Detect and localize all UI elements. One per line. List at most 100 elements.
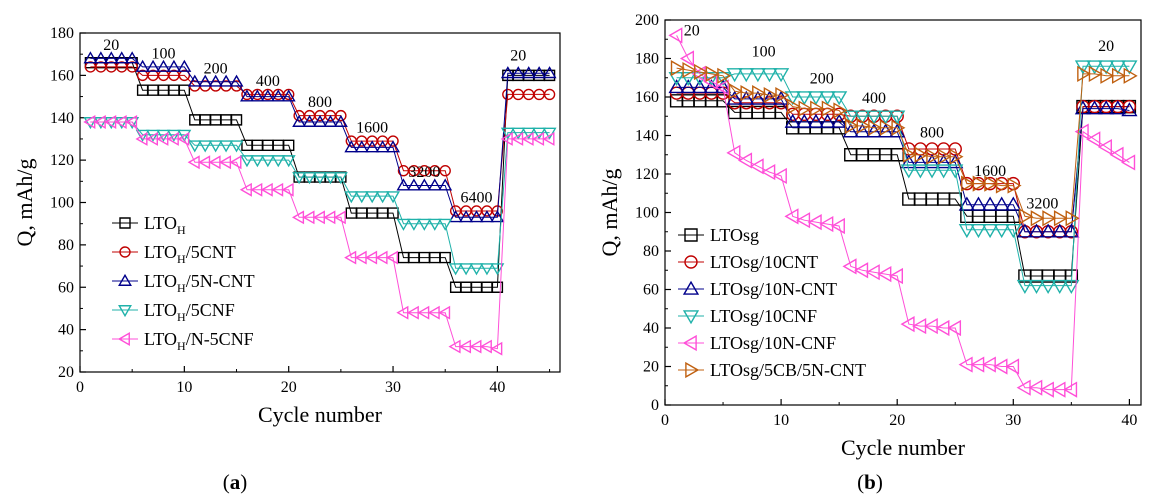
data-point <box>166 129 181 142</box>
data-point <box>831 91 848 106</box>
data-point <box>281 182 294 197</box>
data-point <box>335 109 347 122</box>
data-point <box>417 218 432 231</box>
data-point <box>313 172 327 185</box>
data-point <box>914 146 929 163</box>
data-point <box>784 208 799 225</box>
data-point <box>1040 223 1057 238</box>
data-point <box>125 51 140 64</box>
data-point <box>889 110 906 125</box>
rate-label: 20 <box>1098 38 1114 55</box>
rate-label: 400 <box>862 90 886 107</box>
y-tick-label: 40 <box>58 322 74 339</box>
data-point <box>1065 210 1080 227</box>
data-point <box>333 210 346 225</box>
y-tick-label: 120 <box>50 152 74 169</box>
data-point <box>302 114 317 127</box>
data-point <box>946 319 962 337</box>
data-point <box>344 140 359 153</box>
rate-label: 3200 <box>1026 196 1058 213</box>
data-point <box>1122 99 1137 114</box>
y-tick-label: 140 <box>50 110 74 127</box>
data-point <box>833 102 848 119</box>
data-point <box>271 89 286 102</box>
y-tick-label: 20 <box>643 359 659 376</box>
data-point <box>354 140 369 153</box>
data-point <box>1086 100 1103 115</box>
y-tick-label: 160 <box>50 67 74 84</box>
data-point <box>900 164 917 179</box>
data-point <box>854 123 871 138</box>
data-point <box>479 210 494 223</box>
data-point <box>682 61 697 79</box>
data-point <box>993 196 1010 211</box>
data-point <box>198 74 213 87</box>
x-tick-label: 10 <box>773 412 789 429</box>
data-point <box>1051 223 1068 238</box>
panel-label-a: (a) <box>222 470 248 494</box>
data-point <box>738 90 755 105</box>
data-point <box>877 123 894 138</box>
data-point <box>1063 381 1078 398</box>
data-point <box>798 100 813 117</box>
data-point <box>752 85 767 102</box>
data-point <box>786 98 802 115</box>
data-point <box>819 113 836 128</box>
data-point <box>749 68 766 83</box>
legend-label: LTOH/N-5CNF <box>144 329 254 353</box>
data-point <box>1074 100 1092 115</box>
data-point <box>125 117 140 130</box>
data-point <box>868 119 883 136</box>
data-point <box>958 224 975 239</box>
data-point <box>749 158 764 175</box>
data-point <box>396 178 411 191</box>
data-point <box>500 66 515 79</box>
data-point <box>923 154 941 169</box>
legend-label: LTOsg/5CB/5N-CNT <box>710 360 866 380</box>
data-point <box>1063 279 1080 294</box>
data-point <box>810 100 825 117</box>
data-point <box>438 305 451 320</box>
data-point <box>365 140 380 153</box>
data-point <box>763 86 778 104</box>
legend-marker <box>684 228 698 242</box>
panel-label-b: (b) <box>857 470 883 494</box>
data-point <box>1053 210 1069 227</box>
data-point <box>532 66 547 79</box>
x-tick-label: 0 <box>661 412 669 429</box>
y-tick-label: 100 <box>635 205 659 222</box>
data-point <box>784 91 801 106</box>
data-point <box>427 178 442 191</box>
data-point <box>1109 60 1126 75</box>
legend-marker <box>682 280 700 295</box>
data-point <box>981 196 999 211</box>
data-point <box>926 148 941 165</box>
y-tick-label: 180 <box>50 25 74 42</box>
legend-marker <box>682 310 700 325</box>
data-point <box>135 59 150 72</box>
data-point <box>239 89 254 102</box>
data-point <box>125 115 138 129</box>
data-point <box>543 88 556 101</box>
data-point <box>1016 279 1034 294</box>
data-point <box>1019 208 1034 225</box>
data-point <box>114 117 129 130</box>
data-point <box>177 129 192 142</box>
data-point <box>993 224 1010 239</box>
data-point <box>761 90 778 105</box>
x-tick-label: 30 <box>385 379 401 396</box>
data-point <box>900 316 915 333</box>
data-point <box>439 165 451 177</box>
data-point <box>670 60 685 77</box>
data-point <box>703 79 720 94</box>
data-point <box>1077 65 1092 83</box>
data-point <box>396 218 411 231</box>
data-point <box>1051 279 1068 294</box>
data-point <box>1005 196 1022 211</box>
data-point <box>187 140 202 153</box>
data-point <box>937 148 952 165</box>
data-point <box>740 85 755 102</box>
data-point <box>281 89 296 102</box>
legend-label: LTOsg/10CNT <box>710 252 818 272</box>
data-point <box>1098 100 1115 115</box>
